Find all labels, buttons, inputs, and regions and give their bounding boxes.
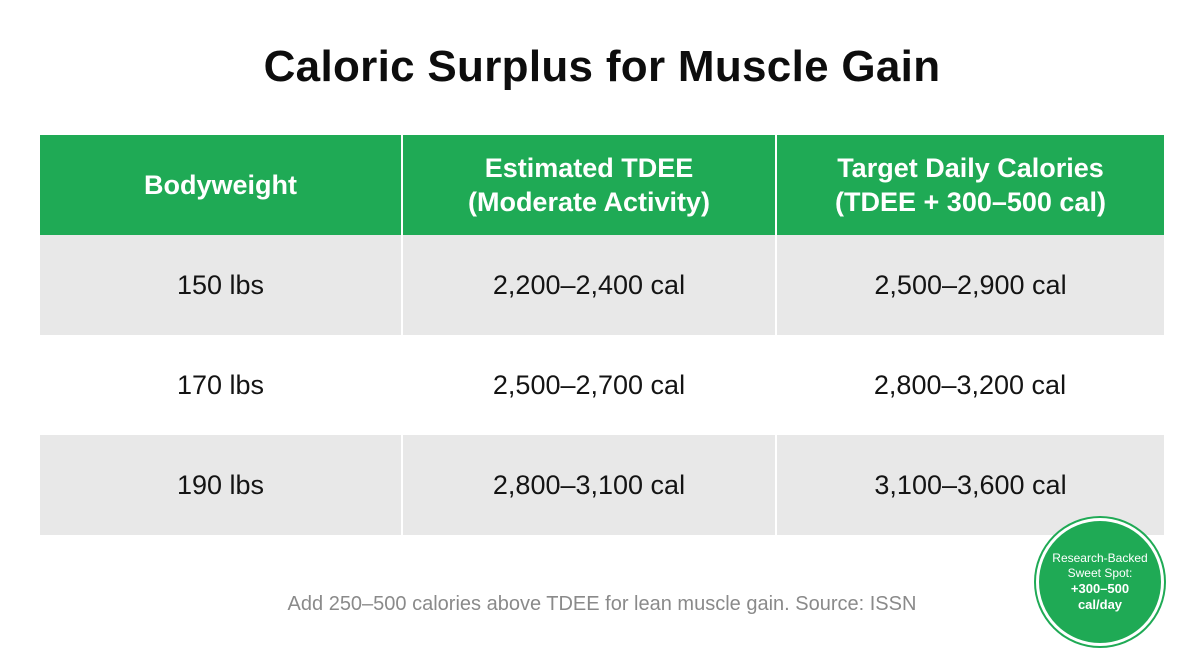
header-tdee: Estimated TDEE (Moderate Activity): [402, 135, 777, 235]
cell-bodyweight: 150 lbs: [40, 235, 403, 335]
cell-tdee: 2,200–2,400 cal: [402, 235, 777, 335]
table-header-row: Bodyweight Estimated TDEE (Moderate Acti…: [40, 135, 1164, 235]
badge-value1: +300–500: [1070, 581, 1130, 596]
table-row: 150 lbs 2,200–2,400 cal 2,500–2,900 cal: [40, 235, 1164, 335]
source-footnote: Add 250–500 calories above TDEE for lean…: [287, 593, 917, 615]
cell-tdee: 2,500–2,700 cal: [402, 335, 777, 435]
cell-target: 2,800–3,200 cal: [776, 335, 1165, 435]
page-title: Caloric Surplus for Muscle Gain: [263, 42, 941, 91]
sweet-spot-badge: Research-Backed Sweet Spot: +300–500 cal…: [1036, 518, 1164, 646]
calorie-table: Bodyweight Estimated TDEE (Moderate Acti…: [40, 135, 1165, 535]
table-row: 190 lbs 2,800–3,100 cal 3,100–3,600 cal: [40, 435, 1164, 535]
badge-line1: Research-Backed: [1052, 551, 1148, 565]
header-bodyweight: Bodyweight: [40, 135, 403, 235]
cell-target: 2,500–2,900 cal: [776, 235, 1164, 335]
cell-target: 3,100–3,600 cal: [776, 435, 1164, 535]
badge-value2: cal/day: [1077, 597, 1123, 612]
table-row: 170 lbs 2,500–2,700 cal 2,800–3,200 cal: [40, 335, 1165, 435]
header-bodyweight-label: Bodyweight: [144, 170, 297, 200]
header-tdee-line1: Estimated TDEE: [484, 153, 694, 183]
header-target-line1: Target Daily Calories: [837, 153, 1104, 183]
cell-bodyweight: 170 lbs: [40, 335, 403, 435]
cell-bodyweight: 190 lbs: [40, 435, 403, 535]
badge-line2: Sweet Spot:: [1067, 566, 1133, 580]
header-target-line2: (TDEE + 300–500 cal): [835, 187, 1106, 217]
cell-tdee: 2,800–3,100 cal: [402, 435, 777, 535]
header-target: Target Daily Calories (TDEE + 300–500 ca…: [776, 135, 1164, 235]
header-tdee-line2: (Moderate Activity): [467, 187, 711, 217]
